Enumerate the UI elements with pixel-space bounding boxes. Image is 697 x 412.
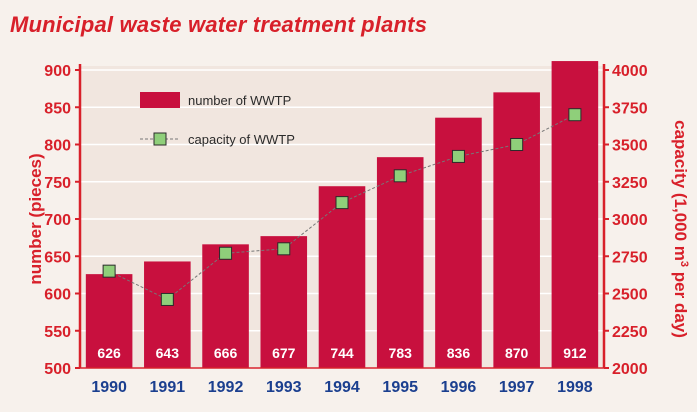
x-tick-label: 1993 (266, 379, 302, 396)
bar-1991 (144, 261, 191, 368)
right-tick-label: 3500 (612, 138, 648, 155)
left-axis-title: number (pieces) (26, 153, 45, 284)
chart-title: Municipal waste water treatment plants (10, 12, 428, 37)
bar-label-1996: 836 (447, 345, 471, 361)
right-tick-label: 3000 (612, 212, 648, 229)
bar-1990 (85, 274, 133, 368)
left-tick-label: 550 (44, 324, 71, 341)
right-tick-label: 2250 (612, 324, 648, 341)
x-tick-label: 1998 (557, 379, 593, 396)
capacity-point-1993 (277, 242, 291, 256)
x-tick-label: 1992 (208, 379, 244, 396)
x-tick-label: 1994 (324, 379, 360, 396)
right-tick-label: 2750 (612, 249, 648, 266)
bar-1994 (318, 186, 366, 368)
x-tick-label: 1996 (441, 379, 477, 396)
legend-bar-swatch (140, 92, 180, 108)
left-tick-label: 850 (44, 100, 71, 117)
capacity-point-1990 (102, 264, 116, 278)
capacity-series (102, 108, 582, 306)
x-tick-label: 1990 (91, 379, 127, 396)
legend: number of WWTP capacity of WWTP (140, 92, 295, 147)
bar-label-1997: 870 (505, 345, 529, 361)
left-tick-label: 500 (44, 361, 71, 378)
bar-1993 (260, 236, 308, 368)
x-tick-label: 1997 (499, 379, 535, 396)
axes: 500 550 600 650 700 750 800 850 900 2000 2250 2500 2… (26, 63, 690, 396)
right-tick-label: 4000 (612, 63, 648, 80)
bar-label-1991: 643 (156, 345, 180, 361)
right-tick-label: 2000 (612, 361, 648, 378)
bar-1992 (202, 244, 249, 368)
left-tick-label: 800 (44, 138, 71, 155)
capacity-point-1996 (451, 149, 465, 163)
capacity-point-1998 (568, 108, 582, 122)
capacity-point-1997 (510, 138, 524, 151)
x-tick-label: 1995 (382, 379, 418, 396)
capacity-point-1994 (335, 196, 349, 210)
left-tick-label: 900 (44, 63, 71, 80)
bar-1995 (376, 157, 424, 368)
bar-1997 (493, 92, 540, 368)
bar-label-1994: 744 (330, 345, 354, 361)
right-tick-label: 3250 (612, 175, 648, 192)
bar-label-1993: 677 (272, 345, 296, 361)
capacity-point-1995 (393, 169, 407, 183)
legend-line-label: capacity of WWTP (188, 132, 295, 147)
legend-marker-swatch (153, 132, 167, 146)
left-tick-label: 600 (44, 287, 71, 304)
left-tick-label: 700 (44, 212, 71, 229)
capacity-point-1992 (219, 246, 233, 260)
bar-label-1998: 912 (563, 345, 587, 361)
legend-bar-label: number of WWTP (188, 93, 291, 108)
bar-1998 (551, 61, 599, 369)
bars: 626 643 666 677 744 783 836 870 912 (85, 61, 599, 369)
right-tick-label: 3750 (612, 100, 648, 117)
bar-label-1990: 626 (97, 345, 121, 361)
right-axis-title: capacity (1,000 m3 per day) (671, 120, 690, 338)
left-tick-label: 650 (44, 249, 71, 266)
capacity-point-1991 (160, 292, 174, 306)
bar-label-1995: 783 (389, 345, 413, 361)
x-tick-label: 1991 (150, 379, 186, 396)
right-tick-label: 2500 (612, 287, 648, 304)
bar-label-1992: 666 (214, 345, 238, 361)
left-tick-label: 750 (44, 175, 71, 192)
